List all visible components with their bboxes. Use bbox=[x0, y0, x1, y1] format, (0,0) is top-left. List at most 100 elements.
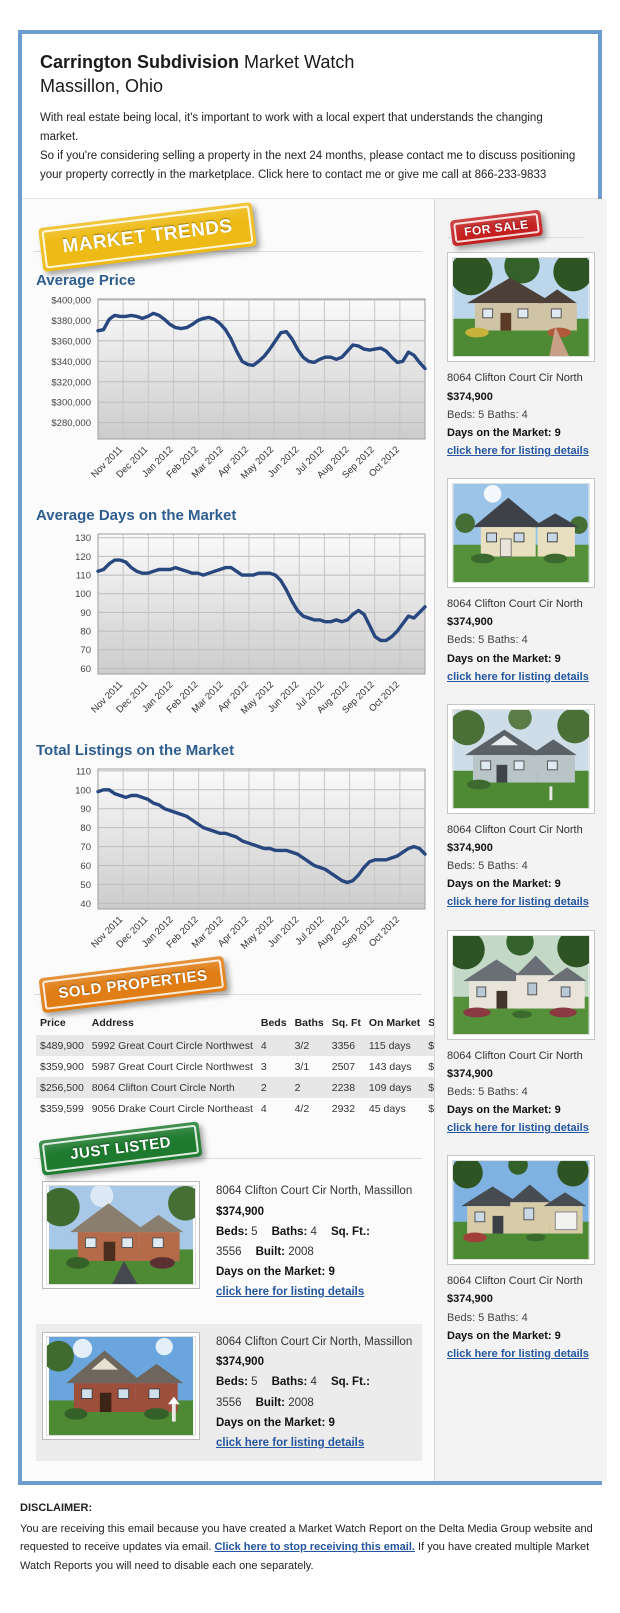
property-price: $374,900 bbox=[216, 1356, 264, 1369]
svg-text:110: 110 bbox=[76, 767, 91, 778]
listing-beds-baths: Beds: 5 Baths: 4 bbox=[447, 1311, 528, 1324]
property-photo bbox=[447, 703, 595, 814]
cell-price: $256,500 bbox=[40, 1081, 84, 1094]
svg-text:100: 100 bbox=[75, 590, 91, 601]
cell-address: 5992 Great Court Circle Northwest bbox=[91, 1039, 253, 1052]
disclaimer-part-2: If you have created multiple Market Watc… bbox=[20, 1541, 590, 1573]
svg-text:70: 70 bbox=[80, 843, 91, 854]
property-photo bbox=[42, 1181, 200, 1290]
listing-price: $374,900 bbox=[447, 1293, 493, 1306]
sold-properties-section-head: SOLD PROPERTIES bbox=[34, 956, 422, 1014]
just-listed-section-head: JUST LISTED bbox=[34, 1121, 422, 1177]
days-on-market: Days on the Market: 9 bbox=[447, 1104, 561, 1116]
house-photo-illustration bbox=[452, 1160, 590, 1261]
intro-line-3[interactable]: your property correctly in the marketpla… bbox=[40, 168, 547, 181]
listing-details-link[interactable]: click here for listing details bbox=[447, 445, 589, 458]
listing-beds-baths: Beds: 5 Baths: 4 bbox=[447, 634, 528, 647]
disclaimer-heading: DISCLAIMER: bbox=[20, 1501, 93, 1514]
svg-text:90: 90 bbox=[80, 608, 91, 619]
cell-beds: 3 bbox=[260, 1060, 267, 1073]
sqft-value: 3556 bbox=[216, 1396, 242, 1409]
cell-address: 9056 Drake Court Circle Northeast bbox=[91, 1102, 253, 1115]
property-details: 8064 Clifton Court Cir North, Massillon … bbox=[216, 1181, 416, 1302]
property-address: 8064 Clifton Court Cir North, Massillon bbox=[216, 1185, 413, 1198]
cell-price: $359,599 bbox=[40, 1102, 84, 1115]
svg-text:80: 80 bbox=[80, 824, 91, 835]
cell-price: $489,900 bbox=[40, 1039, 84, 1052]
days-on-market: Days on the Market: 9 bbox=[216, 1265, 335, 1278]
property-details: 8064 Clifton Court Cir North, Massillon … bbox=[216, 1332, 416, 1453]
listing-details-link[interactable]: click here for listing details bbox=[216, 1286, 365, 1299]
for-sale-listing: 8064 Clifton Court Cir North $374,900 Be… bbox=[447, 478, 595, 686]
average-price-chart: $280,000 $300,000 $320,000 $340,000 $360,000… bbox=[34, 293, 434, 487]
days-on-market: Days on the Market: 9 bbox=[447, 652, 561, 665]
house-photo-illustration bbox=[452, 483, 590, 584]
col-on-market: On Market bbox=[368, 1017, 421, 1030]
email-body: Carrington Subdivision Market Watch Mass… bbox=[18, 30, 607, 1485]
svg-text:$340,000: $340,000 bbox=[51, 357, 91, 368]
table-row: $256,500 8064 Clifton Court Circle North… bbox=[36, 1077, 484, 1099]
svg-text:70: 70 bbox=[80, 646, 91, 657]
table-row: $359,900 5987 Great Court Circle Northwe… bbox=[36, 1056, 484, 1077]
just-listed-item: 8064 Clifton Court Cir North, Massillon … bbox=[36, 1173, 422, 1310]
days-on-market: Days on the Market: 9 bbox=[447, 878, 561, 891]
cell-sqft: 2238 bbox=[331, 1081, 356, 1094]
listing-details-link[interactable]: click here for listing details bbox=[447, 1122, 589, 1135]
for-sale-section-head: FOR SALE bbox=[447, 209, 583, 247]
for-sale-listing: 8064 Clifton Court Cir North $374,900 Be… bbox=[447, 703, 595, 912]
svg-text:90: 90 bbox=[80, 805, 91, 816]
beds-value: 5 bbox=[251, 1225, 258, 1238]
beds-label: Beds: bbox=[216, 1376, 248, 1389]
svg-text:50: 50 bbox=[80, 880, 91, 891]
house-photo-illustration bbox=[46, 1336, 196, 1437]
listing-details: 8064 Clifton Court Cir North $374,900 Be… bbox=[447, 1047, 595, 1138]
unsubscribe-link[interactable]: Click here to stop receiving this email. bbox=[214, 1541, 415, 1554]
property-photo bbox=[42, 1332, 200, 1441]
cell-sqft: 3356 bbox=[331, 1039, 356, 1052]
house-photo-illustration bbox=[452, 934, 590, 1035]
for-sale-listing: 8064 Clifton Court Cir North $374,900 Be… bbox=[447, 1155, 595, 1363]
listing-details: 8064 Clifton Court Cir North $374,900 Be… bbox=[447, 369, 595, 460]
col-address: Address bbox=[91, 1017, 134, 1030]
svg-text:$400,000: $400,000 bbox=[51, 296, 91, 307]
cell-on-market: 109 days bbox=[368, 1081, 412, 1094]
cell-on-market: 115 days bbox=[368, 1039, 411, 1052]
svg-text:80: 80 bbox=[80, 627, 91, 638]
days-on-market: Days on the Market: 9 bbox=[447, 426, 561, 439]
svg-text:$320,000: $320,000 bbox=[51, 378, 91, 389]
listing-price: $374,900 bbox=[447, 842, 493, 855]
listing-details-link[interactable]: click here for listing details bbox=[447, 896, 589, 909]
cell-address: 5987 Great Court Circle Northwest bbox=[91, 1060, 253, 1073]
svg-text:$300,000: $300,000 bbox=[51, 398, 91, 409]
listing-beds-baths: Beds: 5 Baths: 4 bbox=[447, 860, 528, 873]
svg-text:$360,000: $360,000 bbox=[51, 337, 91, 348]
listing-details-link[interactable]: click here for listing details bbox=[447, 670, 589, 683]
content-area: MARKET TRENDS Average Price $280,000 $300… bbox=[22, 198, 607, 1481]
subdivision-name: Carrington Subdivision bbox=[40, 52, 240, 72]
table-header-row: Price Address Beds Baths Sq. Ft On Marke… bbox=[36, 1011, 484, 1035]
sqft-label: Sq. Ft.: bbox=[330, 1376, 370, 1389]
market-trends-badge: MARKET TRENDS bbox=[38, 202, 258, 273]
property-photo bbox=[447, 929, 595, 1040]
just-listed-badge: JUST LISTED bbox=[38, 1121, 203, 1177]
listing-address: 8064 Clifton Court Cir North bbox=[447, 598, 583, 611]
property-photo bbox=[447, 478, 595, 589]
col-price: Price bbox=[40, 1017, 66, 1030]
svg-text:110: 110 bbox=[76, 571, 91, 582]
svg-text:$380,000: $380,000 bbox=[51, 316, 91, 327]
svg-text:$280,000: $280,000 bbox=[51, 419, 91, 430]
report-header: Carrington Subdivision Market Watch Mass… bbox=[22, 34, 598, 199]
listing-price: $374,900 bbox=[447, 390, 493, 403]
listing-details-link[interactable]: click here for listing details bbox=[216, 1436, 365, 1449]
days-on-market: Days on the Market: 9 bbox=[447, 1329, 561, 1342]
days-on-market: Days on the Market: 9 bbox=[216, 1416, 335, 1429]
sold-properties-table: Price Address Beds Baths Sq. Ft On Marke… bbox=[36, 1011, 484, 1119]
property-price: $374,900 bbox=[216, 1205, 264, 1218]
house-photo-illustration bbox=[452, 708, 590, 809]
table-row: $489,900 5992 Great Court Circle Northwe… bbox=[36, 1035, 484, 1057]
listing-details-link[interactable]: click here for listing details bbox=[447, 1347, 589, 1360]
for-sale-listing: 8064 Clifton Court Cir North $374,900 Be… bbox=[447, 929, 595, 1138]
disclaimer-part-1: You are receiving this email because you… bbox=[20, 1522, 593, 1554]
total-listings-section: Total Listings on the Market 40 50 60 70 80 9… bbox=[34, 742, 434, 957]
for-sale-sidebar: FOR SALE bbox=[434, 199, 607, 1481]
